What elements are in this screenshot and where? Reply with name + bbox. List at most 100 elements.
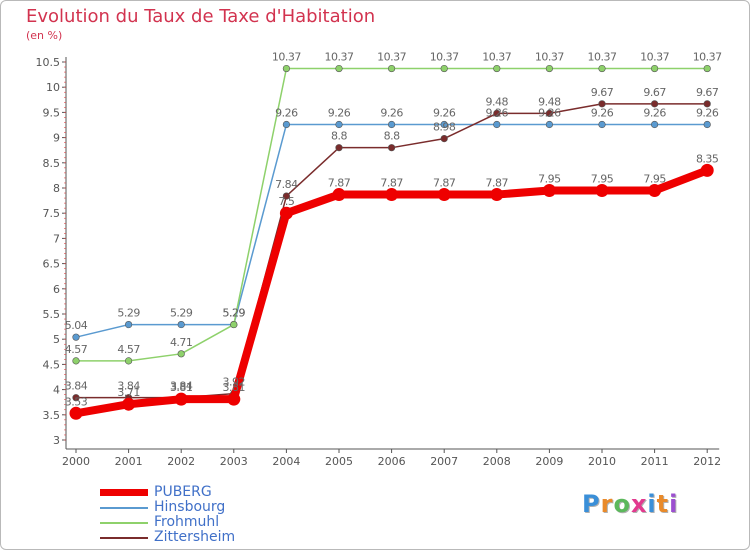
legend-item-hinsbourg: Hinsbourg	[100, 499, 300, 515]
legend-item-zittersheim: Zittersheim	[100, 529, 300, 545]
data-point-hinsbourg	[545, 120, 554, 129]
y-tick-label: 4	[53, 384, 60, 397]
data-point-zittersheim	[282, 192, 291, 200]
data-label-hinsbourg: 9.26	[486, 106, 509, 119]
data-label-puberg: 7.87	[380, 177, 403, 190]
data-label-zittersheim: 9.67	[643, 86, 666, 99]
data-label-zittersheim: 3.84	[117, 380, 140, 393]
data-point-puberg	[542, 184, 556, 198]
data-label-frohmuhl: 10.37	[272, 51, 301, 64]
data-label-puberg: 7.95	[643, 173, 666, 186]
x-tick-label: 2008	[483, 455, 511, 468]
data-point-hinsbourg	[388, 120, 396, 129]
x-tick-label: 2011	[641, 455, 669, 468]
x-tick-label: 2000	[62, 455, 90, 468]
data-point-frohmuhl	[703, 64, 711, 73]
series-line-hinsbourg	[75, 123, 708, 338]
data-label-puberg: 7.87	[486, 177, 509, 190]
chart-title: Evolution du Taux de Taxe d'Habitation	[26, 6, 376, 27]
data-label-hinsbourg: 9.26	[538, 106, 561, 119]
data-label-zittersheim: 3.92	[223, 376, 246, 389]
legend-item-frohmuhl: Frohmuhl	[100, 514, 300, 530]
data-point-hinsbourg	[493, 120, 501, 129]
logo-letter: t	[656, 490, 670, 518]
data-label-zittersheim: 9.67	[696, 86, 719, 99]
x-tick-label: 2005	[325, 455, 353, 468]
legend-swatch-frohmuhl	[100, 522, 148, 524]
data-point-zittersheim	[545, 109, 554, 118]
data-point-frohmuhl	[72, 357, 80, 365]
data-label-puberg: 7.95	[538, 173, 561, 186]
data-point-hinsbourg	[335, 120, 343, 129]
data-label-frohmuhl: 10.37	[430, 51, 459, 64]
data-point-frohmuhl	[545, 64, 554, 73]
data-label-puberg: 8.35	[696, 152, 719, 165]
data-label-puberg: 7.87	[433, 177, 456, 190]
data-point-frohmuhl	[650, 64, 659, 73]
data-label-frohmuhl: 10.37	[640, 51, 669, 64]
x-tick-label: 2001	[115, 455, 143, 468]
data-label-hinsbourg: 5.29	[223, 307, 246, 320]
data-label-hinsbourg: 9.26	[380, 106, 403, 119]
data-label-frohmuhl: 10.37	[693, 51, 722, 64]
logo-letter: i	[647, 490, 657, 518]
data-point-frohmuhl	[388, 64, 396, 73]
y-tick-label: 9	[53, 132, 60, 145]
y-tick-label: 3	[53, 434, 60, 447]
data-label-hinsbourg: 9.26	[696, 106, 719, 119]
data-point-puberg	[700, 163, 714, 177]
data-label-hinsbourg: 5.29	[117, 307, 140, 320]
data-label-frohmuhl: 10.37	[588, 51, 617, 64]
data-label-puberg: 3.53	[65, 395, 88, 408]
data-label-frohmuhl: 4.57	[65, 343, 88, 356]
data-label-zittersheim: 9.67	[591, 86, 614, 99]
data-label-puberg: 3.71	[117, 386, 140, 399]
data-point-puberg	[437, 188, 451, 202]
data-point-frohmuhl	[440, 64, 448, 73]
data-point-puberg	[595, 184, 609, 198]
data-point-hinsbourg	[650, 120, 659, 129]
data-point-hinsbourg	[282, 120, 291, 129]
data-label-hinsbourg: 9.26	[275, 106, 298, 119]
data-point-zittersheim	[388, 144, 396, 152]
y-tick-label: 8	[53, 182, 60, 195]
data-label-frohmuhl: 5.29	[223, 307, 246, 320]
legend-label-hinsbourg: Hinsbourg	[154, 499, 226, 515]
x-tick-label: 2010	[588, 455, 616, 468]
y-tick-label: 7	[53, 232, 60, 245]
data-label-hinsbourg: 9.26	[433, 106, 456, 119]
y-tick-label: 6	[53, 283, 60, 296]
data-label-zittersheim: 8.98	[433, 121, 456, 134]
legend-label-puberg: PUBERG	[154, 484, 212, 500]
data-label-zittersheim: 8.8	[331, 130, 347, 143]
data-label-zittersheim: 8.8	[384, 130, 400, 143]
logo-letter: x	[630, 490, 648, 518]
y-tick-label: 3.5	[43, 409, 61, 422]
data-point-frohmuhl	[598, 64, 606, 73]
data-label-zittersheim: 9.48	[486, 95, 509, 108]
logo-letter: o	[613, 490, 631, 518]
data-label-frohmuhl: 10.37	[535, 51, 564, 64]
data-label-frohmuhl: 10.37	[325, 51, 354, 64]
data-label-puberg: 7.95	[591, 173, 614, 186]
data-point-frohmuhl	[282, 64, 291, 73]
y-tick-label: 9.5	[43, 106, 61, 119]
x-tick-label: 2012	[693, 455, 721, 468]
y-tick-label: 10.5	[36, 56, 61, 69]
logo-letter: r	[600, 490, 614, 518]
data-label-frohmuhl: 4.57	[117, 343, 140, 356]
logo-letter: P	[582, 490, 601, 518]
data-point-hinsbourg	[177, 320, 185, 329]
data-point-hinsbourg	[72, 333, 80, 341]
data-label-puberg: 3.81	[223, 381, 246, 394]
y-tick-label: 5	[53, 333, 60, 346]
data-point-puberg	[648, 184, 662, 198]
x-tick-label: 2002	[167, 455, 195, 468]
x-tick-label: 2009	[535, 455, 563, 468]
data-point-zittersheim	[493, 109, 501, 118]
data-label-puberg: 7.5	[278, 195, 294, 208]
data-label-zittersheim: 3.84	[170, 380, 193, 393]
data-label-hinsbourg: 9.26	[328, 106, 351, 119]
data-point-puberg	[332, 188, 346, 202]
